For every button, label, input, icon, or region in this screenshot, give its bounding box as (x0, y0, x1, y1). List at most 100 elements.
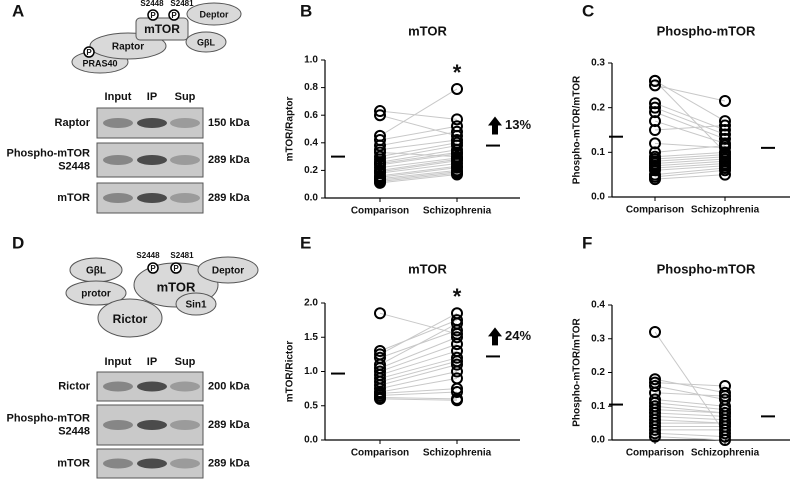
row-label: Raptor (55, 117, 91, 129)
point (649, 173, 661, 186)
point (451, 386, 463, 399)
pair-line (379, 88, 458, 137)
pair-line (379, 160, 458, 173)
pair-line (654, 402, 726, 411)
pair-line (379, 174, 458, 184)
label: mTOR (157, 279, 196, 294)
pair-line (379, 350, 458, 376)
row-label: Phospho-mTOR (6, 412, 90, 424)
label: S2481 (170, 0, 194, 8)
y-tick-label: 0.1 (591, 401, 605, 412)
pair-line (379, 357, 458, 379)
pair-line (379, 323, 458, 366)
band (103, 193, 133, 203)
pair-line (379, 157, 458, 169)
x-tick-label: Schizophrenia (423, 206, 492, 217)
point (649, 74, 661, 87)
phospho-site (147, 262, 159, 274)
size-label: 289 kDa (208, 154, 250, 166)
pair-line (379, 360, 458, 383)
size-label: 289 kDa (208, 192, 250, 204)
point (451, 324, 463, 337)
pair-line (379, 153, 458, 166)
x-tick-label: Schizophrenia (423, 448, 492, 459)
phospho-site (147, 9, 159, 21)
panel-letter: D (12, 233, 24, 252)
point (649, 146, 661, 159)
panel-letter: F (582, 233, 592, 252)
pair-line (379, 139, 458, 151)
pair-line (379, 167, 458, 178)
point (649, 137, 661, 150)
point (719, 386, 731, 399)
point (719, 139, 731, 152)
significance: * (453, 284, 462, 309)
panel-letter: B (300, 1, 312, 20)
point (374, 105, 386, 118)
label: Rictor (113, 312, 148, 326)
point (719, 132, 731, 145)
pair-line (654, 154, 726, 160)
x-tick-label: Schizophrenia (691, 205, 760, 216)
point (649, 430, 661, 443)
significance: * (453, 60, 462, 85)
point (719, 119, 731, 132)
chart-title: Phospho-mTOR (657, 23, 756, 38)
label: Deptor (212, 266, 244, 277)
band (103, 458, 133, 469)
point (451, 394, 463, 407)
pair-line (379, 114, 458, 137)
change-label: 24% (505, 328, 531, 343)
row-label: Phospho-mTOR (6, 147, 90, 159)
point (649, 97, 661, 110)
pair-line (654, 158, 726, 164)
y-tick-label: 0.0 (591, 192, 605, 203)
label: GβL (197, 37, 215, 47)
panel-letters: A B C D E F (12, 1, 594, 252)
x-tick-label: Schizophrenia (691, 448, 760, 459)
pair-line (654, 102, 726, 131)
point (649, 423, 661, 436)
diagram-a: PRAS40 Raptor mTOR Deptor GβL S2448 S248… (71, 0, 242, 74)
label: Deptor (200, 9, 229, 19)
y-tick-label: 0.5 (304, 400, 318, 411)
pair-line (654, 84, 726, 102)
panel-letter: E (300, 233, 311, 252)
point (451, 365, 463, 378)
pair-line (379, 391, 458, 396)
point (719, 128, 731, 141)
pair-line (379, 172, 458, 182)
pair-line (379, 371, 458, 390)
row-label: mTOR (57, 457, 90, 469)
pair-line (654, 392, 726, 397)
column-label: Input (105, 356, 132, 368)
y-tick-label: 0.8 (304, 82, 318, 93)
chart-title: mTOR (408, 261, 447, 276)
point (719, 168, 731, 181)
pair-line (379, 364, 458, 386)
phospho-site (83, 46, 95, 58)
pair-line (654, 331, 726, 434)
point (374, 176, 386, 189)
pair-line (379, 377, 458, 393)
point (374, 139, 386, 152)
phospho-site (170, 262, 182, 274)
label: mTOR (144, 22, 180, 36)
row-label: S2448 (58, 160, 90, 172)
pair-line (654, 111, 726, 140)
pair-line (379, 319, 458, 352)
change-label: 13% (505, 117, 531, 132)
column-label: IP (147, 356, 157, 368)
y-tick-label: 1.0 (304, 366, 318, 377)
label: S2448 (136, 251, 160, 260)
protein (175, 292, 217, 316)
y-tick-label: 0.4 (591, 300, 605, 311)
pair-line (379, 312, 458, 355)
pair-line (654, 405, 726, 414)
pair-line (379, 131, 458, 147)
pair-line (379, 149, 458, 163)
pair-line (379, 312, 458, 335)
band (103, 420, 133, 430)
y-tick-label: 1.0 (304, 55, 318, 66)
y-tick-label: 0.3 (591, 333, 605, 344)
